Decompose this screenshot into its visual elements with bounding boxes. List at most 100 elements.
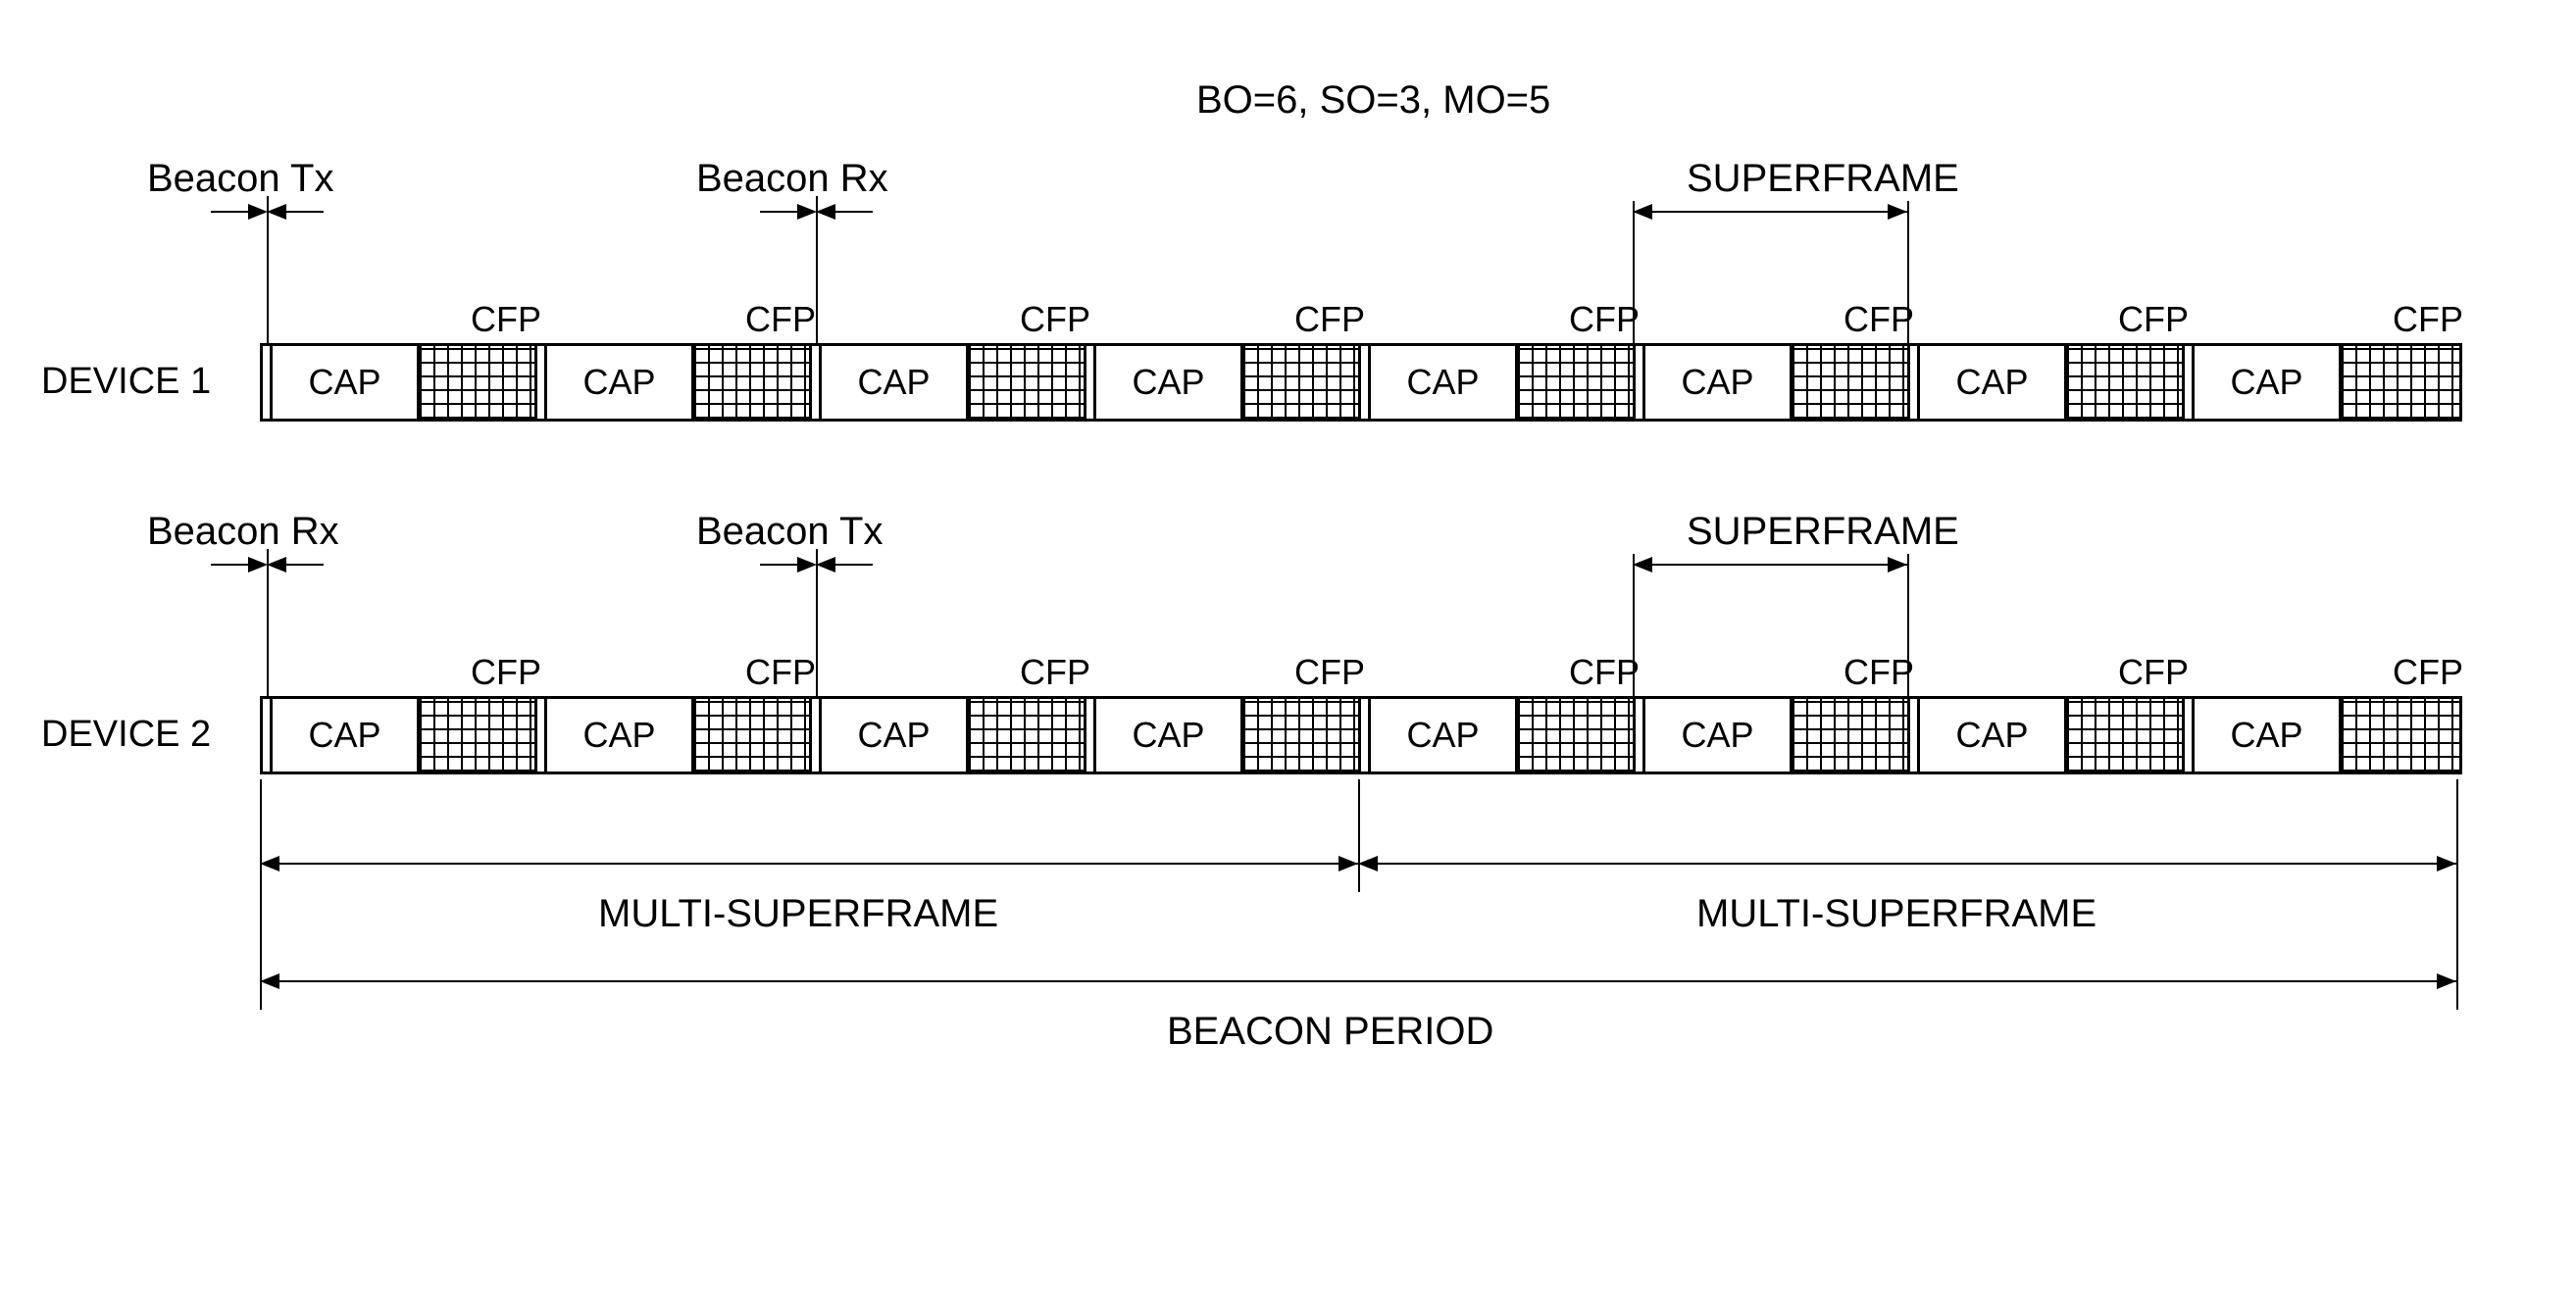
superframe-label-row1: SUPERFRAME: [1687, 157, 1959, 201]
cfp-slot: [2342, 699, 2459, 771]
beacon-tx-label-row1: Beacon Tx: [147, 157, 334, 201]
cfp-label-r1-6: CFP: [2118, 299, 2189, 340]
beacon-rx-arrow-right-row1: [816, 204, 835, 220]
cfp-label-r2-2: CFP: [1020, 652, 1090, 693]
beacon-tx-line-left-row2: [760, 564, 799, 566]
cap-slot: CAP: [1096, 346, 1243, 419]
diagram-title: BO=6, SO=3, MO=5: [1196, 78, 1550, 123]
cfp-slot: [969, 346, 1086, 419]
beacon-slot: [1086, 346, 1096, 419]
cap-slot: CAP: [2195, 346, 2342, 419]
beacon-slot: [2185, 699, 2195, 771]
beacon-slot: [537, 346, 547, 419]
cap-slot: CAP: [1371, 346, 1518, 419]
beacon-rx-label-row1: Beacon Rx: [696, 157, 888, 201]
cap-slot: CAP: [547, 699, 694, 771]
beacon-rx-line-right-row1: [833, 211, 873, 213]
beacon-slot: [1361, 346, 1371, 419]
cap-slot: CAP: [1096, 699, 1243, 771]
beacon-slot: [2185, 346, 2195, 419]
cfp-label-r1-7: CFP: [2393, 299, 2463, 340]
beacon-slot: [1636, 699, 1645, 771]
beacon-slot: [1361, 699, 1371, 771]
cfp-label-r2-7: CFP: [2393, 652, 2463, 693]
msf-label-2: MULTI-SUPERFRAME: [1696, 892, 2096, 936]
cfp-slot: [694, 699, 812, 771]
beacon-rx-arrow-left-row2: [248, 557, 268, 572]
bp-arrow-left: [260, 973, 279, 989]
msf-line-2: [1358, 863, 2456, 865]
beacon-rx-line-right-row2: [284, 564, 324, 566]
cfp-slot: [1243, 346, 1361, 419]
beacon-slot: [1086, 699, 1096, 771]
cap-slot: CAP: [2195, 699, 2342, 771]
cfp-slot: [420, 346, 537, 419]
cfp-label-r1-5: CFP: [1844, 299, 1914, 340]
superframe-line-row2: [1633, 564, 1907, 566]
cfp-slot: [420, 699, 537, 771]
beacon-tx-arrow-right-row1: [267, 204, 286, 220]
beacon-rx-line-left-row2: [211, 564, 250, 566]
superframe-arrow-left-row2: [1633, 557, 1652, 572]
beacon-tx-label-row2: Beacon Tx: [696, 510, 884, 554]
beacon-slot: [1910, 699, 1920, 771]
beacon-rx-line-left-row1: [760, 211, 799, 213]
cfp-slot: [2067, 346, 2185, 419]
cfp-label-r2-3: CFP: [1294, 652, 1365, 693]
cfp-label-r1-3: CFP: [1294, 299, 1365, 340]
cap-slot: CAP: [1920, 699, 2067, 771]
beacon-rx-arrow-left-row1: [797, 204, 817, 220]
beacon-slot: [812, 699, 822, 771]
msf1-arrow-left: [260, 856, 279, 871]
beacon-slot: [1910, 346, 1920, 419]
msf-label-1: MULTI-SUPERFRAME: [598, 892, 998, 936]
cfp-label-r2-5: CFP: [1844, 652, 1914, 693]
beacon-rx-label-row2: Beacon Rx: [147, 510, 339, 554]
msf-line-1: [260, 863, 1358, 865]
cfp-slot: [969, 699, 1086, 771]
cfp-slot: [694, 346, 812, 419]
cfp-label-r1-0: CFP: [471, 299, 541, 340]
cap-slot: CAP: [273, 346, 420, 419]
msf2-arrow-left: [1358, 856, 1378, 871]
cfp-label-r2-4: CFP: [1569, 652, 1640, 693]
device2-row: CAP CAP CAP CAP CAP CAP CAP CAP: [260, 696, 2462, 774]
superframe-arrow-right-row1: [1888, 204, 1907, 220]
msf-tick-mid: [1358, 779, 1360, 892]
superframe-diagram: BO=6, SO=3, MO=5 DEVICE 1 DEVICE 2 Beaco…: [39, 39, 2537, 1255]
bp-arrow-right: [2437, 973, 2456, 989]
cfp-label-r2-6: CFP: [2118, 652, 2189, 693]
cap-slot: CAP: [1371, 699, 1518, 771]
beacon-rx-arrow-right-row2: [267, 557, 286, 572]
cfp-slot: [1518, 346, 1636, 419]
beacon-slot: [1636, 346, 1645, 419]
cap-slot: CAP: [547, 346, 694, 419]
cfp-slot: [1518, 699, 1636, 771]
beacon-tx-arrow-left-row2: [797, 557, 817, 572]
cap-slot: CAP: [1645, 699, 1793, 771]
cfp-slot: [1793, 346, 1910, 419]
beacon-slot: [263, 699, 273, 771]
cfp-label-r2-0: CFP: [471, 652, 541, 693]
beacon-slot: [263, 346, 273, 419]
beacon-tx-arrow-left-row1: [248, 204, 268, 220]
beacon-period-line: [260, 980, 2456, 982]
beacon-slot: [812, 346, 822, 419]
cfp-slot: [1793, 699, 1910, 771]
cfp-label-r1-4: CFP: [1569, 299, 1640, 340]
beacon-tx-line-left-row1: [211, 211, 250, 213]
cfp-slot: [2067, 699, 2185, 771]
device1-row: CAP CAP CAP CAP CAP CAP CAP CAP: [260, 343, 2462, 422]
cap-slot: CAP: [822, 699, 969, 771]
beacon-tx-arrow-right-row2: [816, 557, 835, 572]
cfp-slot: [2342, 346, 2459, 419]
beacon-slot: [537, 699, 547, 771]
msf2-arrow-right: [2437, 856, 2456, 871]
cfp-label-r1-1: CFP: [745, 299, 816, 340]
beacon-tx-line-right-row1: [284, 211, 324, 213]
device2-label: DEVICE 2: [41, 714, 211, 756]
cap-slot: CAP: [1920, 346, 2067, 419]
superframe-arrow-right-row2: [1888, 557, 1907, 572]
cap-slot: CAP: [273, 699, 420, 771]
superframe-line-row1: [1633, 211, 1907, 213]
